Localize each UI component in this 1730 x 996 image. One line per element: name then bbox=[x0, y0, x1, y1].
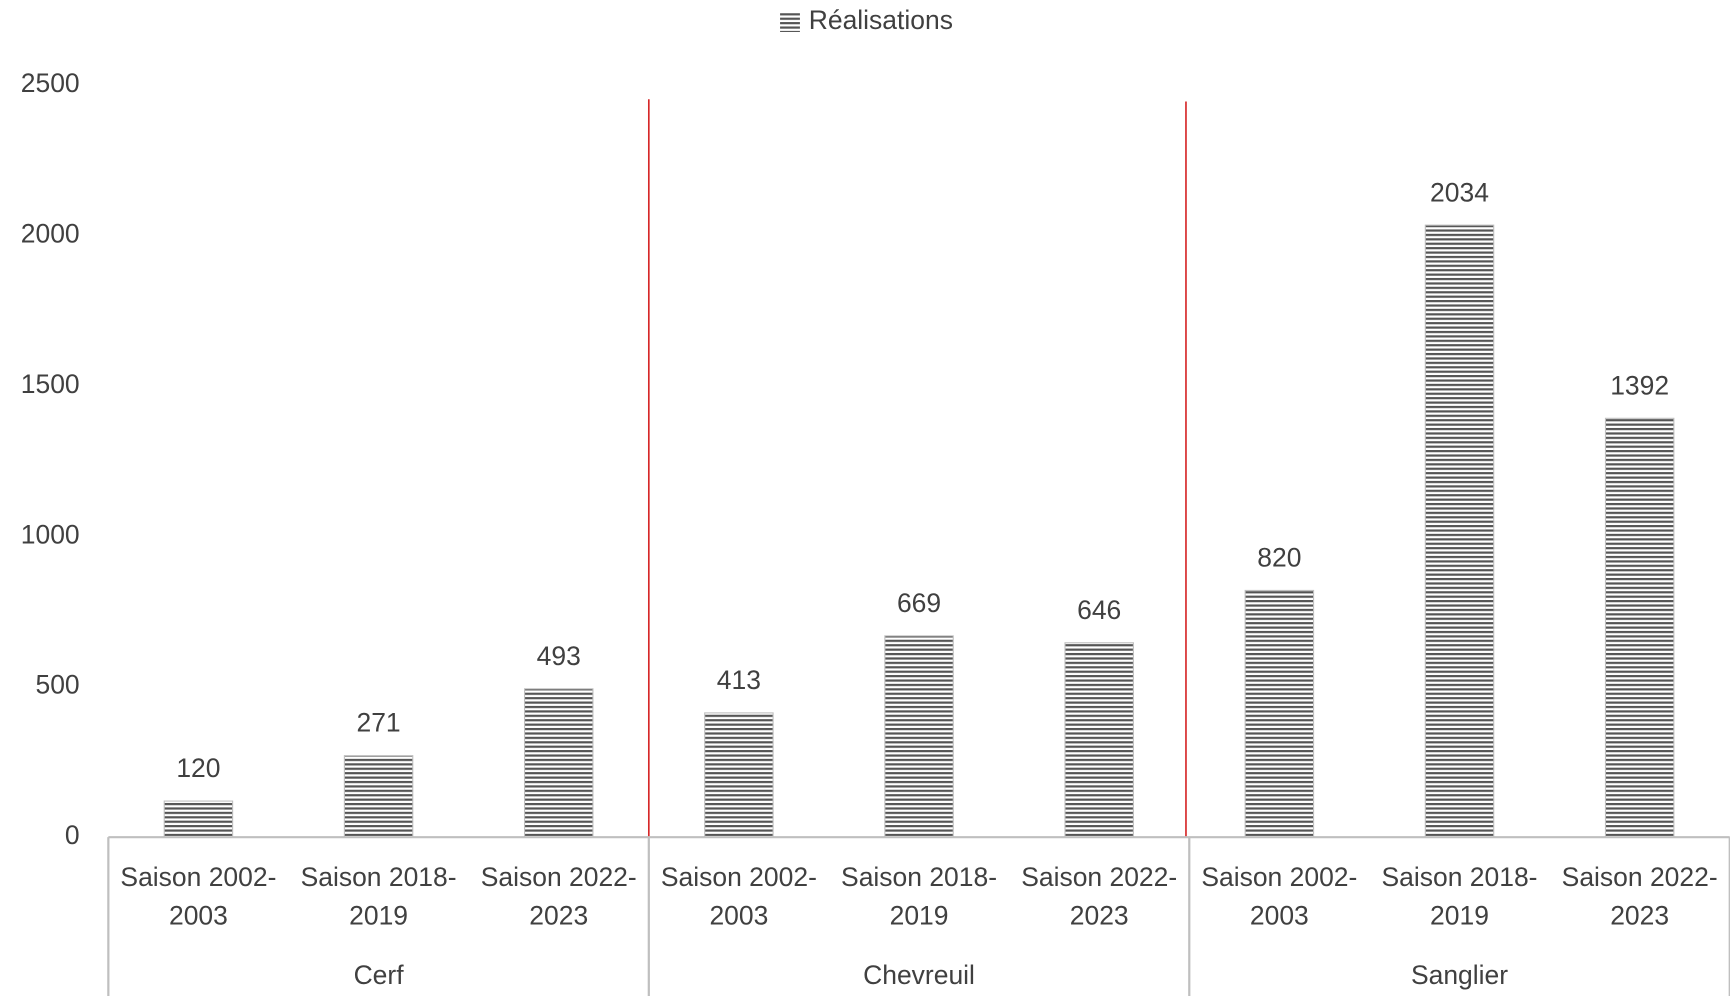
group-label: Sanglier bbox=[1411, 960, 1508, 990]
x-tick-label: Saison 2022-2023 bbox=[1562, 862, 1718, 931]
bar bbox=[1424, 224, 1495, 838]
y-tick-label: 0 bbox=[65, 820, 80, 850]
bar bbox=[523, 688, 594, 838]
bar bbox=[704, 712, 774, 838]
x-tick-label: Saison 2002-2003 bbox=[661, 862, 817, 931]
y-tick-label: 500 bbox=[35, 670, 79, 700]
data-label: 271 bbox=[356, 708, 400, 738]
bar bbox=[343, 755, 414, 838]
legend-swatch bbox=[780, 12, 800, 32]
bar bbox=[1604, 417, 1675, 838]
bar bbox=[1064, 642, 1134, 838]
y-tick-label: 1500 bbox=[21, 369, 80, 399]
x-tick-label: Saison 2018-2019 bbox=[841, 862, 997, 931]
data-label: 646 bbox=[1077, 595, 1121, 625]
x-tick-label: Saison 2002-2003 bbox=[1201, 862, 1357, 931]
data-label: 2034 bbox=[1430, 177, 1489, 207]
x-tick-label: Saison 2002-2003 bbox=[120, 862, 276, 931]
data-label: 669 bbox=[897, 588, 941, 618]
bar bbox=[163, 800, 234, 838]
bar bbox=[1244, 589, 1315, 838]
x-tick-label: Saison 2022-2023 bbox=[1021, 862, 1177, 931]
group-label: Chevreuil bbox=[863, 960, 975, 990]
legend: Réalisations bbox=[780, 5, 953, 35]
data-label: 413 bbox=[717, 665, 761, 695]
y-tick-label: 2500 bbox=[21, 68, 80, 98]
x-tick-label: Saison 2018-2019 bbox=[301, 862, 457, 931]
group-label: Cerf bbox=[354, 960, 405, 990]
legend-label: Réalisations bbox=[809, 5, 953, 35]
x-tick-label: Saison 2018-2019 bbox=[1382, 862, 1538, 931]
data-label: 1392 bbox=[1610, 370, 1669, 400]
y-tick-label: 1000 bbox=[21, 519, 80, 549]
x-tick-label: Saison 2022-2023 bbox=[481, 862, 637, 931]
bar bbox=[884, 635, 954, 838]
y-tick-label: 2000 bbox=[21, 218, 80, 248]
data-label: 820 bbox=[1257, 543, 1301, 573]
data-label: 493 bbox=[537, 641, 581, 671]
data-label: 120 bbox=[176, 753, 220, 783]
